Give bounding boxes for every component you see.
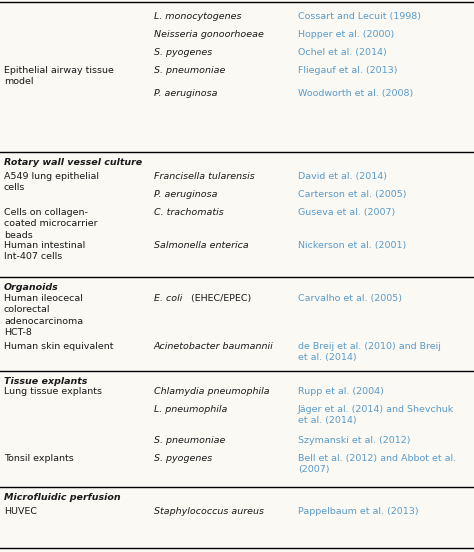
Text: Cossart and Lecuit (1998): Cossart and Lecuit (1998) [298, 12, 421, 21]
Text: Microfluidic perfusion: Microfluidic perfusion [4, 493, 120, 502]
Text: Ochel et al. (2014): Ochel et al. (2014) [298, 48, 387, 57]
Text: Nickerson et al. (2001): Nickerson et al. (2001) [298, 241, 406, 250]
Text: Carterson et al. (2005): Carterson et al. (2005) [298, 190, 407, 199]
Text: HUVEC: HUVEC [4, 507, 37, 516]
Text: Guseva et al. (2007): Guseva et al. (2007) [298, 208, 395, 217]
Text: de Breij et al. (2010) and Breij
et al. (2014): de Breij et al. (2010) and Breij et al. … [298, 342, 441, 363]
Text: Staphylococcus aureus: Staphylococcus aureus [154, 507, 264, 516]
Text: L. monocytogenes: L. monocytogenes [154, 12, 241, 21]
Text: L. pneumophila: L. pneumophila [154, 405, 228, 414]
Text: Lung tissue explants: Lung tissue explants [4, 387, 102, 396]
Text: Bell et al. (2012) and Abbot et al.
(2007): Bell et al. (2012) and Abbot et al. (200… [298, 454, 456, 475]
Text: Tissue explants: Tissue explants [4, 377, 87, 386]
Text: Chlamydia pneumophila: Chlamydia pneumophila [154, 387, 270, 396]
Text: Francisella tularensis: Francisella tularensis [154, 172, 255, 181]
Text: P. aeruginosa: P. aeruginosa [154, 89, 218, 98]
Text: Rotary wall vessel culture: Rotary wall vessel culture [4, 158, 142, 167]
Text: Pappelbaum et al. (2013): Pappelbaum et al. (2013) [298, 507, 419, 516]
Text: S. pneumoniae: S. pneumoniae [154, 436, 225, 445]
Text: E. coli: E. coli [154, 294, 182, 303]
Text: A549 lung epithelial
cells: A549 lung epithelial cells [4, 172, 99, 193]
Text: Human intestinal
Int-407 cells: Human intestinal Int-407 cells [4, 241, 85, 262]
Text: S. pyogenes: S. pyogenes [154, 48, 212, 57]
Text: Carvalho et al. (2005): Carvalho et al. (2005) [298, 294, 402, 303]
Text: Acinetobacter baumannii: Acinetobacter baumannii [154, 342, 274, 351]
Text: Neisseria gonoorhoeae: Neisseria gonoorhoeae [154, 30, 264, 39]
Text: Jäger et al. (2014) and Shevchuk
et al. (2014): Jäger et al. (2014) and Shevchuk et al. … [298, 405, 454, 426]
Text: Organoids: Organoids [4, 283, 59, 292]
Text: (EHEC/EPEC): (EHEC/EPEC) [188, 294, 251, 303]
Text: Human skin equivalent: Human skin equivalent [4, 342, 113, 351]
Text: Salmonella enterica: Salmonella enterica [154, 241, 249, 250]
Text: Human ileocecal
colorectal
adenocarcinoma
HCT-8: Human ileocecal colorectal adenocarcinom… [4, 294, 83, 337]
Text: C. trachomatis: C. trachomatis [154, 208, 224, 217]
Text: Tonsil explants: Tonsil explants [4, 454, 74, 463]
Text: S. pyogenes: S. pyogenes [154, 454, 212, 463]
Text: Hopper et al. (2000): Hopper et al. (2000) [298, 30, 394, 39]
Text: S. pneumoniae: S. pneumoniae [154, 66, 225, 75]
Text: Epithelial airway tissue
model: Epithelial airway tissue model [4, 66, 114, 87]
Text: Rupp et al. (2004): Rupp et al. (2004) [298, 387, 384, 396]
Text: Szymanski et al. (2012): Szymanski et al. (2012) [298, 436, 410, 445]
Text: Cells on collagen-
coated microcarrier
beads: Cells on collagen- coated microcarrier b… [4, 208, 98, 240]
Text: Woodworth et al. (2008): Woodworth et al. (2008) [298, 89, 413, 98]
Text: Fliegauf et al. (2013): Fliegauf et al. (2013) [298, 66, 398, 75]
Text: David et al. (2014): David et al. (2014) [298, 172, 387, 181]
Text: P. aeruginosa: P. aeruginosa [154, 190, 218, 199]
